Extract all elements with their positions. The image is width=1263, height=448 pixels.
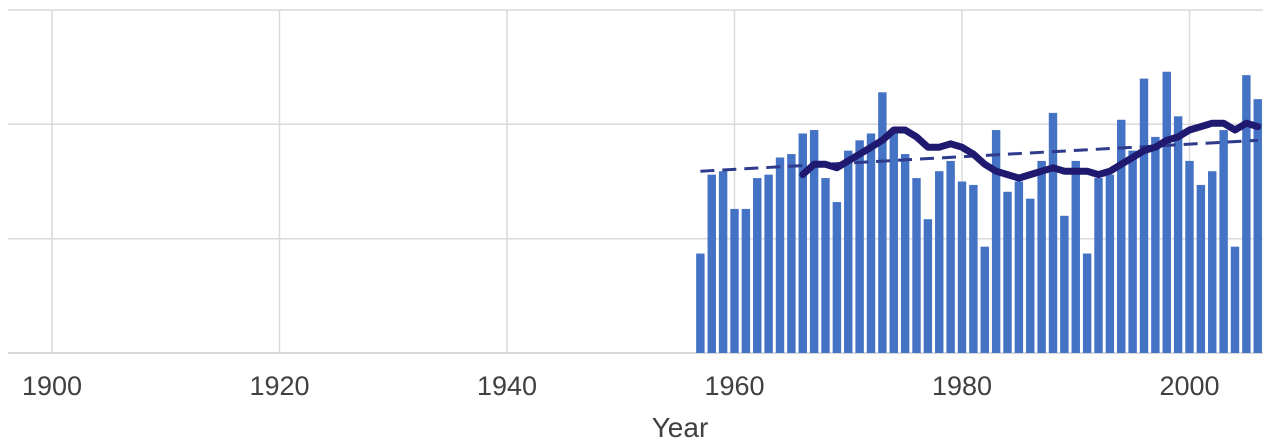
bar [1128,150,1137,353]
bar [798,133,807,353]
bar [753,178,762,353]
bar [946,160,955,353]
x-tick-label: 1980 [932,371,992,401]
bar [730,208,739,353]
smoothed-line [799,119,1262,182]
bar [1026,198,1035,353]
bar [1162,71,1171,354]
bar [1196,184,1206,353]
bar [1242,75,1251,354]
bar [1105,174,1115,353]
bar [1219,130,1228,353]
bar [844,150,853,353]
bar [1037,160,1046,353]
bar [1208,171,1217,353]
bar [1253,99,1262,354]
bar [1071,160,1080,353]
x-tick-label: 1920 [249,371,309,401]
bar [935,171,944,353]
bar [1151,136,1160,353]
bar [1094,178,1103,353]
bar [741,208,751,353]
bar [1117,119,1126,353]
bar [855,140,864,353]
bar [1003,191,1012,353]
bar [764,174,773,353]
bar [991,130,1001,353]
x-tick-label: 1900 [22,371,82,401]
bar [923,219,933,353]
bar [1014,181,1024,353]
bar [1060,215,1069,353]
bar [1230,246,1240,353]
bar [718,171,728,353]
x-tick-labels: 1900 1920 1940 1960 1980 2000 [22,371,1220,401]
bar [775,157,785,353]
bar [832,202,842,353]
bar [1173,116,1183,353]
bar [900,154,910,353]
bar [787,154,796,353]
x-tick-label: 1960 [704,371,764,401]
bar [1048,112,1058,354]
x-tick-label: 1940 [477,371,537,401]
bar [1139,78,1149,353]
bar [878,92,887,353]
bar [1185,160,1194,353]
bar [821,178,830,353]
bar [889,133,898,353]
bar [696,253,705,353]
bar [980,246,989,353]
x-tick-label: 2000 [1159,371,1219,401]
x-axis-title: Year [652,412,709,443]
bars [696,71,1262,354]
lines [700,119,1262,182]
bar [866,133,876,353]
bar [809,130,819,353]
bar [912,178,921,353]
bar [957,181,967,353]
bar [969,184,978,353]
bar [707,174,716,353]
bar [1082,253,1092,353]
